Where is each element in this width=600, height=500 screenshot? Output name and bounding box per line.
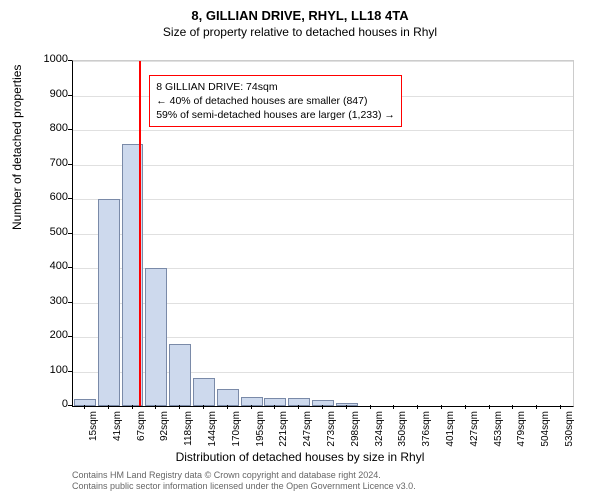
gridline xyxy=(73,61,573,62)
y-tick-mark xyxy=(68,129,72,130)
x-tick-mark xyxy=(489,405,490,409)
y-tick-mark xyxy=(68,233,72,234)
y-tick-label: 600 xyxy=(28,191,68,203)
x-tick-mark xyxy=(274,405,275,409)
footer-line-1: Contains HM Land Registry data © Crown c… xyxy=(72,470,416,481)
info-box-line: ← 40% of detached houses are smaller (84… xyxy=(156,94,395,108)
y-tick-mark xyxy=(68,267,72,268)
chart-plot-area: 8 GILLIAN DRIVE: 74sqm← 40% of detached … xyxy=(72,60,574,407)
y-tick-mark xyxy=(68,60,72,61)
y-axis-label: Number of detached properties xyxy=(10,65,24,230)
histogram-bar xyxy=(145,268,167,406)
gridline xyxy=(73,130,573,131)
histogram-bar xyxy=(217,389,239,406)
y-tick-label: 700 xyxy=(28,157,68,169)
x-tick-mark xyxy=(441,405,442,409)
y-tick-mark xyxy=(68,371,72,372)
property-info-box: 8 GILLIAN DRIVE: 74sqm← 40% of detached … xyxy=(149,75,402,128)
title-sub: Size of property relative to detached ho… xyxy=(0,23,600,39)
x-tick-mark xyxy=(560,405,561,409)
y-tick-label: 900 xyxy=(28,88,68,100)
title-main: 8, GILLIAN DRIVE, RHYL, LL18 4TA xyxy=(0,0,600,23)
x-tick-mark xyxy=(393,405,394,409)
info-box-line: 8 GILLIAN DRIVE: 74sqm xyxy=(156,80,395,94)
y-tick-label: 800 xyxy=(28,122,68,134)
x-tick-mark xyxy=(84,405,85,409)
y-tick-mark xyxy=(68,405,72,406)
y-tick-mark xyxy=(68,198,72,199)
x-tick-mark xyxy=(417,405,418,409)
gridline xyxy=(73,165,573,166)
gridline xyxy=(73,234,573,235)
property-marker-line xyxy=(139,61,141,406)
x-tick-mark xyxy=(370,405,371,409)
histogram-bar xyxy=(169,344,191,406)
x-tick-mark xyxy=(322,405,323,409)
x-tick-mark xyxy=(465,405,466,409)
x-tick-mark xyxy=(179,405,180,409)
x-tick-mark xyxy=(251,405,252,409)
y-tick-label: 0 xyxy=(28,398,68,410)
footer-line-2: Contains public sector information licen… xyxy=(72,481,416,492)
y-tick-label: 1000 xyxy=(28,53,68,65)
gridline xyxy=(73,199,573,200)
x-tick-mark xyxy=(155,405,156,409)
x-tick-mark xyxy=(346,405,347,409)
histogram-bar xyxy=(193,378,215,406)
y-tick-label: 500 xyxy=(28,226,68,238)
y-tick-mark xyxy=(68,336,72,337)
y-tick-label: 200 xyxy=(28,329,68,341)
x-tick-mark xyxy=(203,405,204,409)
histogram-bar xyxy=(98,199,120,406)
attribution-footer: Contains HM Land Registry data © Crown c… xyxy=(72,470,416,493)
y-tick-label: 400 xyxy=(28,260,68,272)
y-tick-label: 300 xyxy=(28,295,68,307)
y-tick-mark xyxy=(68,302,72,303)
x-tick-mark xyxy=(132,405,133,409)
x-tick-mark xyxy=(298,405,299,409)
y-tick-label: 100 xyxy=(28,364,68,376)
x-tick-mark xyxy=(512,405,513,409)
x-tick-mark xyxy=(108,405,109,409)
x-axis-label: Distribution of detached houses by size … xyxy=(0,450,600,464)
y-tick-mark xyxy=(68,95,72,96)
x-tick-mark xyxy=(227,405,228,409)
y-tick-mark xyxy=(68,164,72,165)
info-box-line: 59% of semi-detached houses are larger (… xyxy=(156,108,395,122)
x-tick-mark xyxy=(536,405,537,409)
